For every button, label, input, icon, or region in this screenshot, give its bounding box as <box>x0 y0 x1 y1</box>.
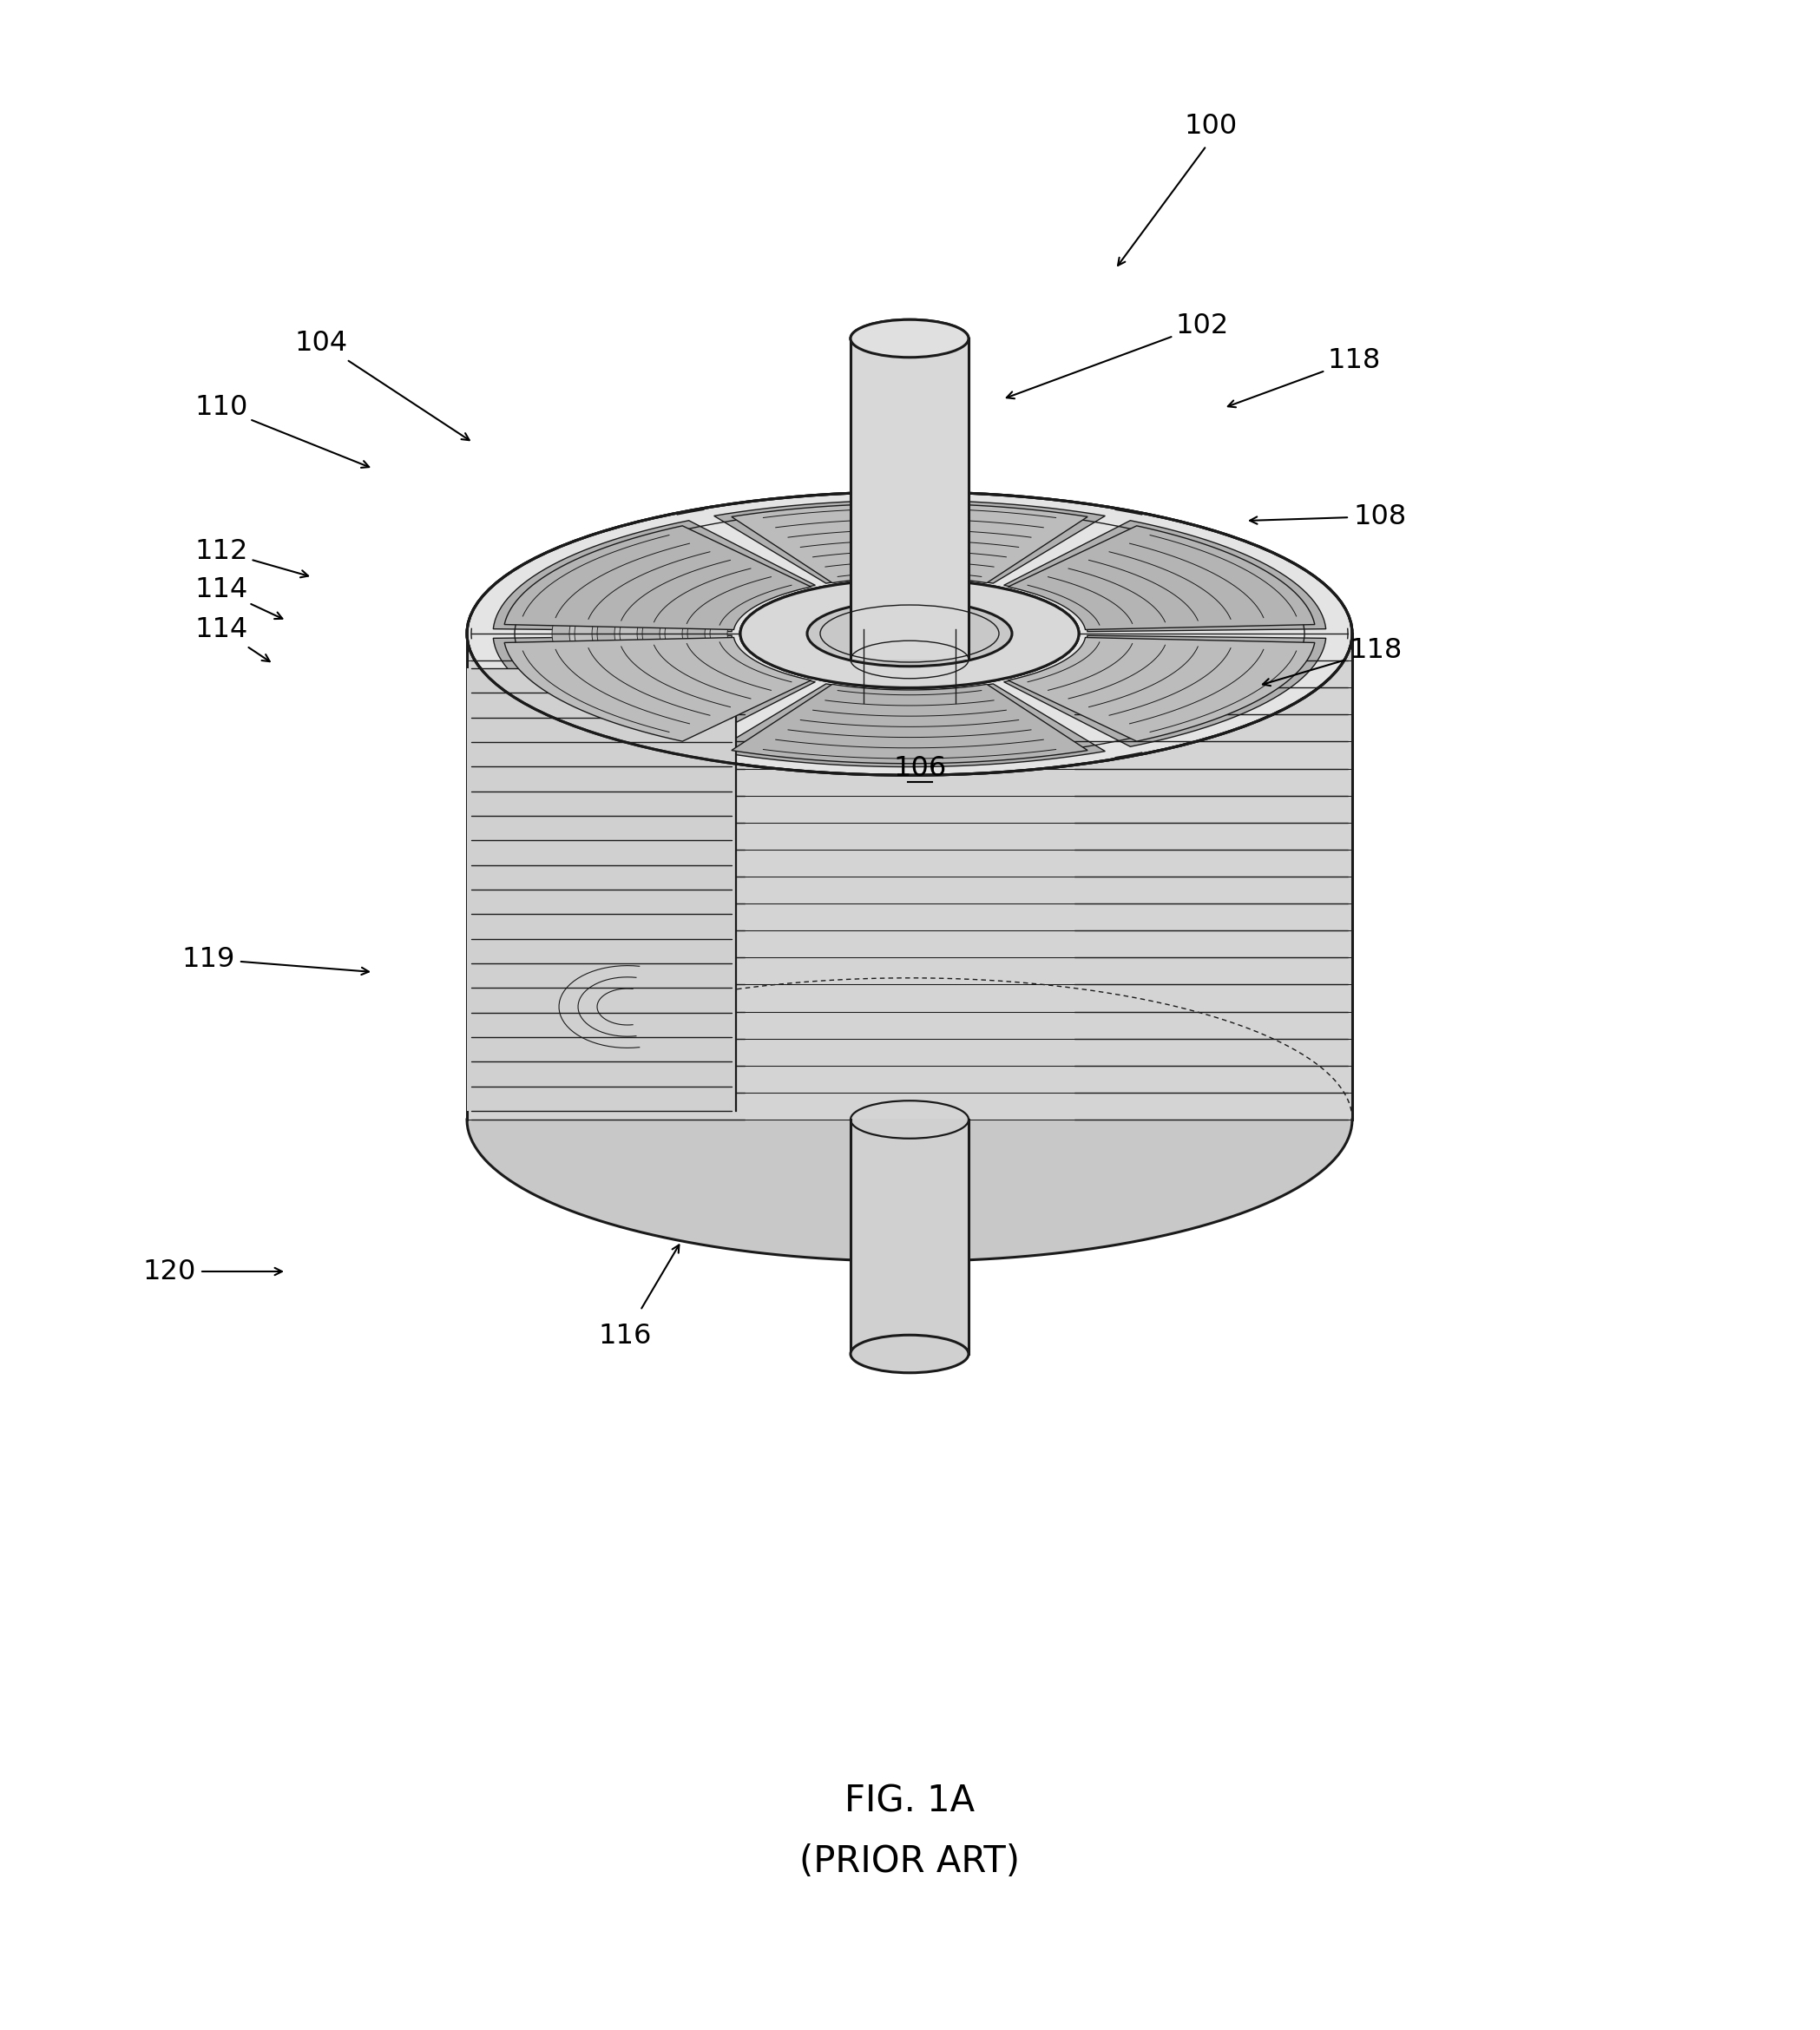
Ellipse shape <box>806 601 1012 666</box>
Ellipse shape <box>741 579 1079 688</box>
Polygon shape <box>670 570 784 627</box>
Polygon shape <box>1005 635 1327 747</box>
Polygon shape <box>597 591 642 676</box>
Ellipse shape <box>777 591 1043 676</box>
Polygon shape <box>622 558 755 625</box>
Text: 102: 102 <box>1176 313 1228 339</box>
Text: FIG. 1A: FIG. 1A <box>844 1782 976 1819</box>
Ellipse shape <box>468 491 1352 775</box>
Text: 114: 114 <box>195 615 248 644</box>
Polygon shape <box>606 583 670 654</box>
Polygon shape <box>732 684 1088 763</box>
Polygon shape <box>688 603 724 664</box>
Ellipse shape <box>806 601 1012 666</box>
Polygon shape <box>493 635 815 747</box>
Ellipse shape <box>741 579 1079 688</box>
Polygon shape <box>559 574 628 658</box>
Text: 119: 119 <box>182 946 235 972</box>
Polygon shape <box>704 599 752 648</box>
Polygon shape <box>850 1121 968 1354</box>
FancyBboxPatch shape <box>551 806 608 1001</box>
Text: 116: 116 <box>599 1324 652 1350</box>
Polygon shape <box>732 503 1088 583</box>
Polygon shape <box>679 595 730 650</box>
Text: 118: 118 <box>1349 637 1401 664</box>
Polygon shape <box>713 499 1105 583</box>
Text: 100: 100 <box>1185 112 1238 140</box>
Polygon shape <box>655 591 710 650</box>
Polygon shape <box>713 684 1105 767</box>
Polygon shape <box>850 339 968 660</box>
Polygon shape <box>468 633 1352 1121</box>
Ellipse shape <box>741 579 1079 688</box>
Polygon shape <box>468 668 735 1110</box>
Polygon shape <box>582 579 648 656</box>
Polygon shape <box>710 607 744 660</box>
Ellipse shape <box>850 319 968 357</box>
Polygon shape <box>646 564 770 627</box>
Text: 108: 108 <box>1354 503 1407 530</box>
Text: 110: 110 <box>195 394 248 422</box>
Polygon shape <box>504 637 812 741</box>
Ellipse shape <box>850 319 968 357</box>
Polygon shape <box>1005 520 1327 631</box>
Text: 114: 114 <box>195 577 248 603</box>
Polygon shape <box>1008 526 1314 629</box>
Polygon shape <box>504 526 812 629</box>
Polygon shape <box>693 577 797 627</box>
Polygon shape <box>493 520 815 631</box>
Polygon shape <box>642 597 682 670</box>
Text: 118: 118 <box>1327 347 1381 374</box>
Ellipse shape <box>806 601 1012 666</box>
Ellipse shape <box>850 1336 968 1372</box>
Text: 112: 112 <box>195 538 248 564</box>
Polygon shape <box>664 601 704 666</box>
Polygon shape <box>597 552 743 625</box>
Polygon shape <box>850 339 968 660</box>
Polygon shape <box>551 585 601 682</box>
Polygon shape <box>575 589 622 678</box>
Polygon shape <box>619 595 662 672</box>
Polygon shape <box>632 587 690 652</box>
Polygon shape <box>468 1121 1352 1261</box>
Ellipse shape <box>806 601 1012 666</box>
FancyBboxPatch shape <box>673 806 730 1001</box>
Text: (PRIOR ART): (PRIOR ART) <box>799 1843 1019 1880</box>
Text: 104: 104 <box>295 329 348 357</box>
Text: 120: 120 <box>142 1259 197 1285</box>
Text: 106: 106 <box>894 755 946 782</box>
Polygon shape <box>1008 637 1314 741</box>
